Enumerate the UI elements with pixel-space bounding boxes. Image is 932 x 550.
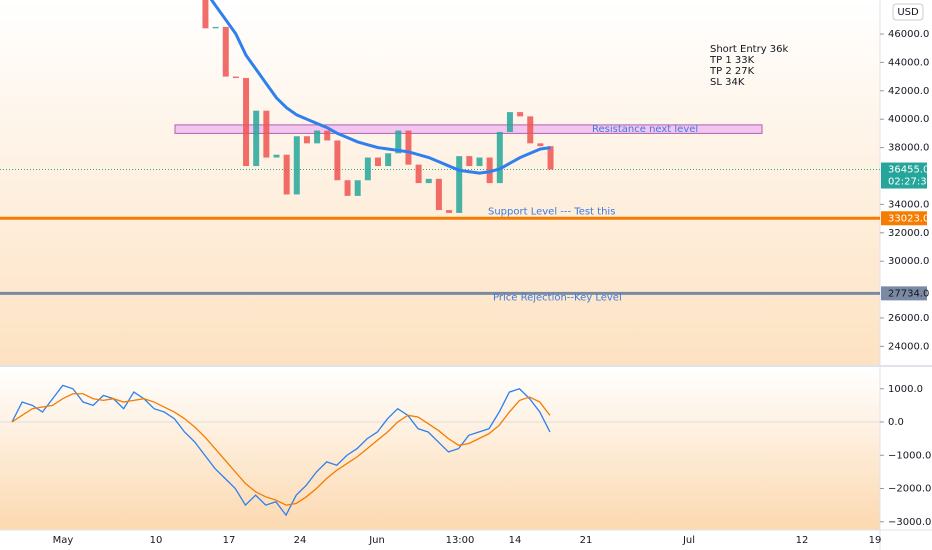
candle [415, 164, 422, 184]
candle [314, 130, 321, 144]
candle [232, 76, 239, 79]
price-tick-label: 32000.0 [888, 228, 929, 239]
countdown: 02:27:39 [888, 177, 932, 188]
price-tick-label: 30000.0 [888, 256, 929, 267]
time-label: 12 [796, 535, 809, 546]
osc-tick-label: −3000.0 [888, 517, 931, 528]
candle [273, 154, 280, 158]
candle [496, 131, 503, 184]
candle [303, 136, 310, 144]
candle [253, 110, 260, 167]
trade-plan-line: TP 2 27K [709, 66, 755, 77]
candle [243, 78, 250, 167]
time-label: Jun [368, 535, 385, 546]
rejection-badge [881, 286, 927, 301]
osc-tick-label: 0.0 [888, 417, 904, 428]
candle [293, 136, 300, 195]
rejection-value: 27734.0 [888, 288, 929, 299]
candle [222, 26, 229, 77]
currency: USD [897, 7, 919, 18]
trade-plan-line: Short Entry 36k [710, 44, 789, 55]
candle [354, 180, 361, 196]
time-label: 21 [580, 535, 593, 546]
candle [334, 140, 341, 181]
candle [527, 116, 534, 144]
time-label: 17 [223, 535, 236, 546]
time-label: 14 [509, 535, 522, 546]
candle [364, 157, 371, 181]
last-price-badge [881, 162, 927, 189]
price-tick-label: 34000.0 [888, 199, 929, 210]
support-value: 33023.0 [888, 213, 929, 224]
osc-plot [0, 384, 880, 517]
time-label: Jul [682, 535, 695, 546]
axes: 46000.0 44000.0 42000.0 40000.0 38000.0 34000… [53, 29, 932, 546]
time-label: May [53, 535, 74, 546]
candle [344, 180, 351, 196]
candle [405, 130, 412, 165]
candle [395, 130, 402, 154]
candle [212, 26, 219, 29]
price-tick-label: 38000.0 [888, 143, 929, 154]
time-label: 13:00 [446, 535, 475, 546]
candle [375, 157, 381, 167]
osc-tick-label: 1000.0 [888, 384, 923, 395]
price-tick-label: 40000.0 [888, 114, 929, 125]
support-label: Support Level --- Test this [488, 206, 615, 217]
moving-average [209, 0, 551, 175]
candle [446, 210, 453, 213]
time-label: 24 [294, 535, 307, 546]
resistance-label: Resistance next level [592, 124, 698, 135]
price-tick-label: 44000.0 [888, 57, 929, 68]
price-tick-label: 26000.0 [888, 313, 929, 324]
signal-line [11, 393, 551, 506]
macd-line [11, 384, 551, 517]
candle [456, 156, 463, 213]
osc-tick-label: −2000.0 [888, 484, 931, 495]
time-label: 19 [869, 535, 882, 546]
osc-tick-label: −1000.0 [888, 450, 931, 461]
candle [263, 110, 270, 158]
candle [537, 143, 544, 147]
resistance-box [174, 124, 763, 134]
price-tick-label: 42000.0 [888, 86, 929, 97]
candle [547, 146, 554, 170]
candle [202, 0, 209, 29]
candle [466, 156, 473, 167]
price-plot: Resistance next level Support Level --- T… [0, 0, 880, 303]
candle [506, 112, 513, 132]
oscillator-pane [0, 367, 880, 530]
support-badge [881, 211, 927, 226]
price-tick-label: 24000.0 [888, 341, 929, 352]
last-price-value: 36455.0 [888, 165, 929, 176]
trade-plan-line: TP 1 33K [709, 55, 755, 66]
candle [476, 157, 483, 167]
candle [385, 153, 392, 167]
price-tick-label: 46000.0 [888, 29, 929, 40]
trade-plan-line: SL 34K [710, 77, 745, 88]
candle [517, 112, 524, 117]
candle [283, 154, 290, 195]
candle [435, 178, 442, 211]
candle [324, 130, 331, 141]
time-label: 10 [150, 535, 163, 546]
rejection-label: Price Rejection--Key Level [493, 292, 622, 303]
candle [425, 178, 432, 184]
currency-box[interactable] [892, 3, 924, 21]
